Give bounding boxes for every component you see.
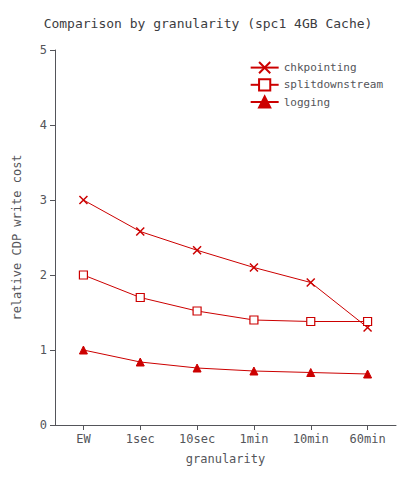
svg-text:splitdownstream: splitdownstream [284,78,384,91]
svg-text:0: 0 [40,418,47,432]
svg-text:logging: logging [284,96,330,109]
svg-text:2: 2 [40,268,47,282]
svg-text:10sec: 10sec [179,432,215,446]
svg-text:3: 3 [40,193,47,207]
svg-text:5: 5 [40,43,47,57]
svg-text:Comparison by granularity (spc: Comparison by granularity (spc1 4GB Cach… [44,16,373,31]
svg-text:relative CDP write cost: relative CDP write cost [10,154,24,320]
svg-text:4: 4 [40,118,47,132]
svg-text:60min: 60min [350,432,386,446]
svg-text:10min: 10min [293,432,329,446]
svg-text:1: 1 [40,343,47,357]
svg-text:1min: 1min [239,432,268,446]
svg-text:granularity: granularity [186,452,265,466]
svg-text:chkpointing: chkpointing [284,61,357,74]
svg-text:EW: EW [76,432,91,446]
svg-text:1sec: 1sec [126,432,155,446]
